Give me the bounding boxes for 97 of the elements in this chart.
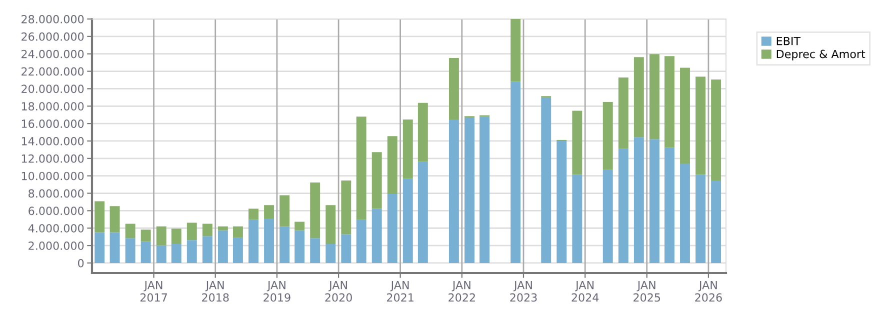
x-tick-label: JAN 2023 xyxy=(510,280,537,302)
bar xyxy=(602,102,613,170)
y-tick-label: 8.000.000 xyxy=(28,189,84,198)
bar xyxy=(448,120,459,263)
bar xyxy=(125,224,136,238)
bar xyxy=(156,226,166,246)
bar xyxy=(448,58,459,120)
bar xyxy=(387,194,398,263)
bar xyxy=(280,195,290,226)
bar xyxy=(264,205,274,219)
bar xyxy=(711,180,722,263)
x-tick-label: JAN 2019 xyxy=(264,280,290,302)
bar xyxy=(248,208,258,220)
bar xyxy=(218,226,228,230)
bar xyxy=(402,178,413,263)
bar xyxy=(232,237,243,263)
bar xyxy=(572,174,582,263)
bar xyxy=(94,201,105,232)
bar xyxy=(541,97,552,263)
bar xyxy=(186,240,197,263)
bar xyxy=(618,78,628,149)
bar xyxy=(110,232,120,263)
legend-label: EBIT xyxy=(776,36,801,46)
bar xyxy=(294,222,305,230)
bar xyxy=(480,116,490,263)
bar xyxy=(341,234,352,263)
x-tick-label: JAN 2025 xyxy=(634,280,660,302)
y-tick-label: 22.000.000 xyxy=(22,67,84,76)
bar xyxy=(94,232,105,263)
y-tick-label: 10.000.000 xyxy=(22,172,84,180)
y-tick-label: 28.000.000 xyxy=(22,14,84,24)
bar xyxy=(634,57,644,138)
y-tick-label: 2.000.000 xyxy=(28,242,84,250)
y-tick-label: 16.000.000 xyxy=(22,120,84,128)
bar xyxy=(248,220,258,263)
x-tick-label: JAN 2017 xyxy=(140,280,167,302)
y-tick-label: 4.000.000 xyxy=(28,224,84,233)
bar xyxy=(387,136,398,194)
bar xyxy=(618,148,628,263)
bar xyxy=(418,162,428,263)
bar xyxy=(372,208,382,263)
bar xyxy=(696,76,706,175)
bar xyxy=(310,238,320,263)
y-tick-label: 6.000.000 xyxy=(28,206,84,216)
bar xyxy=(510,19,521,82)
bar xyxy=(402,120,413,179)
y-tick-label: 26.000.000 xyxy=(22,32,84,41)
bar xyxy=(510,82,521,263)
bar xyxy=(264,218,274,263)
bar xyxy=(326,244,336,263)
x-tick-label: JAN 2026 xyxy=(695,280,722,302)
bar xyxy=(711,79,722,181)
bar xyxy=(294,230,305,263)
y-tick-label: 24.000.000 xyxy=(22,50,84,58)
bar xyxy=(464,117,474,263)
bar xyxy=(202,224,212,236)
bar xyxy=(232,226,243,238)
x-tick-label: JAN 2022 xyxy=(448,280,475,302)
bar xyxy=(372,152,382,209)
y-tick-label: 0 xyxy=(78,258,84,268)
bar xyxy=(171,244,182,263)
y-tick-label: 12.000.000 xyxy=(22,154,84,163)
x-tick-label: JAN 2020 xyxy=(325,280,352,302)
bar xyxy=(156,245,166,263)
bar xyxy=(556,140,567,263)
bar xyxy=(680,164,690,263)
y-tick-label: 14.000.000 xyxy=(22,136,84,146)
bar xyxy=(664,56,674,148)
bar xyxy=(171,228,182,244)
bar xyxy=(326,205,336,244)
bar xyxy=(696,174,706,263)
bar xyxy=(186,222,197,240)
bar xyxy=(634,137,644,263)
bar xyxy=(649,139,660,263)
bar xyxy=(140,230,151,242)
bar xyxy=(680,68,690,164)
y-tick-label: 18.000.000 xyxy=(22,102,84,111)
bar xyxy=(202,236,212,263)
bar xyxy=(125,238,136,263)
bar xyxy=(341,180,352,234)
bar xyxy=(664,148,674,263)
bar xyxy=(110,206,120,232)
bar xyxy=(280,226,290,263)
legend-label: Deprec & Amort xyxy=(776,50,866,60)
x-tick-label: JAN 2024 xyxy=(572,280,599,302)
x-tick-label: JAN 2018 xyxy=(202,280,229,302)
x-tick-label: JAN 2021 xyxy=(386,280,414,302)
bar xyxy=(218,230,228,263)
bar xyxy=(310,182,320,238)
bar xyxy=(649,54,660,140)
bar xyxy=(140,241,151,263)
bar xyxy=(418,102,428,162)
bar xyxy=(356,116,366,220)
bar xyxy=(356,220,366,263)
y-tick-label: 20.000.000 xyxy=(22,84,84,94)
bar xyxy=(572,110,582,175)
bar xyxy=(602,170,613,263)
